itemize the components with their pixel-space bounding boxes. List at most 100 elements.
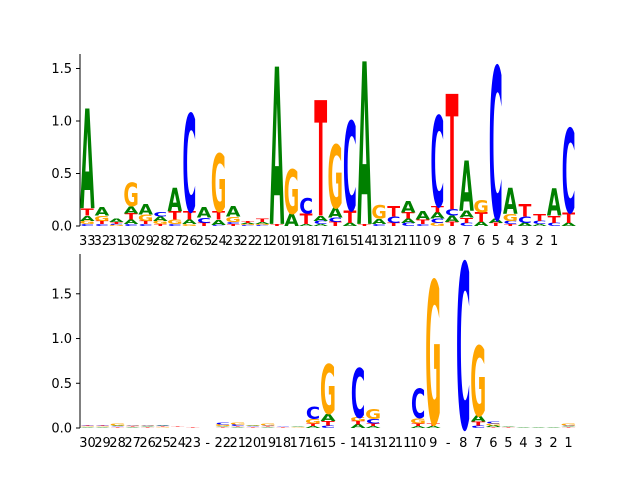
logo-letter-t-glyph: T	[358, 223, 372, 226]
logo-letter-t-glyph: T	[329, 221, 343, 228]
logo-letter-c: C	[110, 426, 124, 427]
x-tick-label: 9	[433, 234, 441, 249]
logo-letter-a: A	[299, 223, 314, 226]
logo-column-9: ATG	[425, 242, 441, 470]
logo-letter-c: C	[518, 215, 532, 225]
logo-letter-g-glyph: G	[410, 417, 426, 425]
logo-letter-a-glyph: A	[459, 146, 474, 226]
logo-letter-c: C	[197, 217, 211, 225]
logo-letter-a-glyph: A	[328, 206, 343, 221]
logo-letter-t: T	[154, 223, 168, 226]
logo-letter-t-glyph: T	[416, 219, 430, 226]
logo-letter-t-glyph: T	[548, 214, 562, 226]
logo-letter-t: T	[156, 426, 170, 427]
logo-letter-c-glyph: C	[182, 87, 196, 244]
logo-letter-g-glyph: G	[284, 157, 299, 229]
logo-letter-t-glyph: T	[261, 426, 275, 427]
logo-letter-a: A	[445, 214, 460, 224]
logo-letter-a-glyph: A	[124, 204, 139, 216]
x-tick-label: 29	[94, 436, 111, 451]
logo-letter-c-glyph: C	[387, 215, 401, 225]
logo-letter-t-glyph: T	[186, 426, 200, 427]
logo-letter-c: C	[80, 223, 94, 226]
logo-letter-t-glyph: T	[95, 220, 109, 225]
logo-letter-t: T	[431, 205, 444, 215]
logo-letter-c-glyph: C	[430, 218, 444, 225]
logo-letter-g-glyph: G	[473, 197, 488, 217]
logo-column-15: ATC	[343, 97, 358, 240]
logo-letter-c: C	[255, 225, 269, 227]
logo-letter-a: A	[95, 427, 111, 428]
logo-letter-g: G	[138, 213, 153, 223]
logo-letter-t: T	[139, 220, 153, 225]
x-tick-label: 32	[94, 234, 111, 249]
logo-letter-a-glyph: A	[260, 427, 276, 428]
logo-letter-t: T	[446, 62, 459, 247]
logo-letter-g-glyph: G	[470, 328, 486, 439]
logo-column-3: ACT	[518, 201, 533, 227]
logo-letter-t-glyph: T	[141, 427, 155, 428]
logo-letter-g-glyph: G	[140, 424, 156, 425]
logo-letter-c-glyph: C	[328, 217, 342, 224]
x-tick-label: 8	[459, 436, 467, 451]
logo-letter-g: G	[225, 216, 240, 224]
logo-letter-c: C	[182, 87, 196, 244]
logo-letter-g: G	[430, 222, 445, 227]
x-tick-label: 24	[210, 234, 227, 249]
logo-letter-c-glyph: C	[197, 217, 211, 225]
logo-letter-g: G	[255, 224, 270, 226]
x-tick-label: 10	[415, 234, 432, 249]
logo-letter-t-glyph: T	[246, 427, 260, 428]
logo-letter-g-glyph: G	[225, 216, 240, 224]
logo-letter-g-glyph: G	[123, 178, 138, 214]
logo-letter-a-glyph: A	[284, 211, 299, 231]
logo-letter-a: A	[125, 427, 141, 428]
logo-letter-g: G	[123, 178, 138, 214]
logo-letter-t: T	[300, 210, 313, 227]
logo-letter-a: A	[416, 209, 431, 222]
logo-letter-t: T	[314, 68, 327, 253]
logo-letter-c-glyph: C	[533, 220, 547, 225]
logo-letter-c: C	[140, 425, 154, 426]
logo-letter-c: C	[351, 355, 365, 434]
logo-letter-a-glyph: A	[532, 223, 547, 226]
logo-letter-g-glyph: G	[211, 138, 226, 230]
x-tick-label: 12	[380, 436, 397, 451]
logo-letter-a-glyph: A	[80, 427, 96, 428]
logo-letter-a-glyph: A	[153, 216, 168, 223]
logo-letter-a: A	[215, 426, 231, 427]
logo-letter-t-glyph: T	[351, 420, 365, 426]
logo-letter-g: G	[167, 219, 182, 226]
x-tick-label: 20	[269, 234, 286, 249]
x-tick-label: 3	[534, 436, 542, 451]
y-tick-label: 0.5	[51, 377, 72, 392]
logo-letter-t: T	[358, 223, 372, 226]
x-tick-label: 10	[410, 436, 427, 451]
logo-letter-t: T	[141, 427, 155, 428]
logo-letter-a: A	[109, 218, 124, 223]
logo-letter-a-glyph: A	[503, 180, 518, 223]
logo-letter-c: C	[139, 223, 153, 226]
x-tick-label: 16	[327, 234, 344, 249]
logo-letter-g: G	[80, 426, 96, 427]
logo-letter-t-glyph: T	[387, 222, 401, 227]
logo-letter-c-glyph: C	[110, 426, 124, 427]
logo-letter-g: G	[425, 242, 441, 470]
logo-letter-t: T	[125, 212, 138, 222]
logo-letter-c: C	[486, 421, 500, 424]
logo-letter-c-glyph: C	[139, 223, 153, 226]
logo-letter-a-glyph: A	[211, 219, 226, 227]
logo-letter-t: T	[183, 209, 196, 222]
x-tick-label: 7	[462, 234, 470, 249]
